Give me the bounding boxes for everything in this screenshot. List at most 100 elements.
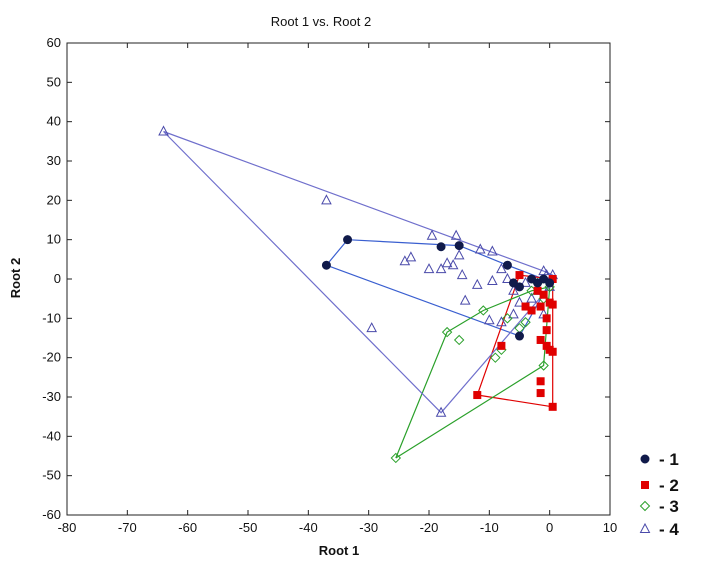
- y-tick-label: -30: [42, 389, 61, 404]
- x-tick-label: 10: [603, 520, 617, 535]
- x-tick-label: -60: [178, 520, 197, 535]
- data-point: [478, 305, 489, 316]
- data-point: [548, 402, 557, 411]
- data-point: [496, 263, 507, 274]
- data-point: [158, 125, 169, 136]
- data-point: [471, 278, 483, 289]
- x-tick-label: -10: [480, 520, 499, 535]
- data-point: [542, 314, 551, 323]
- data-point: [447, 259, 459, 270]
- x-tick-label: 0: [546, 520, 553, 535]
- y-tick-label: 20: [47, 192, 61, 207]
- x-tick-label: -40: [299, 520, 318, 535]
- data-point: [536, 302, 545, 311]
- data-point: [515, 331, 524, 341]
- data-point: [502, 313, 513, 324]
- legend-label: - 4: [659, 520, 679, 539]
- data-point: [502, 272, 513, 283]
- data-point: [441, 257, 453, 268]
- data-point: [548, 275, 557, 283]
- data-point: [490, 352, 501, 363]
- data-point: [533, 286, 542, 295]
- y-tick-label: -50: [42, 468, 61, 483]
- y-axis: -60 -50 -40 -30 -20 -10 0 10 20 30 40 50 60: [42, 35, 610, 522]
- data-point: [508, 308, 519, 319]
- data-point: [515, 282, 524, 292]
- data-point: [548, 300, 557, 309]
- data-point: [321, 260, 331, 270]
- x-tick-label: -50: [239, 520, 258, 535]
- data-point: [536, 335, 545, 344]
- y-tick-label: 0: [54, 271, 61, 286]
- data-point: [435, 263, 447, 274]
- data-point: [390, 452, 402, 464]
- data-point: [545, 278, 555, 288]
- data-point: [521, 302, 530, 311]
- legend-marker: [639, 522, 651, 533]
- y-tick-label: -20: [42, 350, 61, 365]
- legend-marker: [641, 481, 649, 489]
- hull-line: [325, 239, 551, 337]
- data-point: [497, 341, 506, 350]
- x-tick-label: -80: [58, 520, 77, 535]
- data-point: [343, 235, 353, 245]
- data-point: [527, 306, 536, 315]
- x-tick-label: -20: [420, 520, 439, 535]
- data-point: [484, 314, 495, 325]
- y-tick-label: 40: [47, 114, 61, 129]
- data-point: [548, 347, 557, 356]
- y-tick-label: 10: [47, 232, 61, 247]
- legend-marker: [640, 454, 650, 464]
- data-point: [441, 326, 453, 338]
- data-point: [536, 377, 545, 386]
- data-point: [538, 360, 549, 371]
- data-point: [508, 284, 519, 295]
- y-axis-label: Root 2: [8, 258, 23, 298]
- data-point: [539, 290, 548, 299]
- legend-label: - 3: [659, 497, 679, 516]
- data-point: [515, 271, 524, 280]
- data-point: [520, 317, 531, 328]
- legend-label: - 2: [659, 476, 679, 495]
- data-point: [423, 263, 435, 274]
- data-point: [456, 268, 468, 280]
- legend: - 1 - 2 - 3 - 4: [639, 450, 679, 539]
- legend-label: - 1: [659, 450, 679, 469]
- x-tick-label: -30: [359, 520, 378, 535]
- data-point: [473, 391, 482, 400]
- x-tick-label: -70: [118, 520, 137, 535]
- y-tick-label: 50: [47, 74, 61, 89]
- y-tick-label: -10: [42, 310, 61, 325]
- x-axis-label: Root 1: [319, 543, 359, 558]
- points: [158, 125, 559, 464]
- data-point: [426, 229, 438, 240]
- hull-line: [395, 286, 551, 459]
- data-point: [435, 406, 447, 417]
- data-point: [520, 276, 531, 287]
- data-point: [514, 296, 525, 307]
- data-point: [542, 326, 551, 335]
- chart-title: Root 1 vs. Root 2: [271, 14, 371, 29]
- y-tick-label: -60: [42, 507, 61, 522]
- data-point: [487, 245, 498, 256]
- data-point: [454, 241, 464, 251]
- data-point: [487, 274, 498, 285]
- data-point: [366, 322, 378, 333]
- legend-marker: [639, 500, 651, 512]
- data-point: [526, 292, 537, 303]
- data-point: [321, 194, 332, 205]
- data-point: [405, 251, 417, 262]
- data-point: [453, 334, 465, 346]
- y-tick-label: 30: [47, 153, 61, 168]
- data-point: [474, 243, 486, 254]
- x-axis: -80 -70 -60 -50 -40 -30 -20 -10 0 10: [58, 43, 617, 535]
- y-tick-label: -40: [42, 428, 61, 443]
- y-tick-label: 60: [47, 35, 61, 50]
- data-point: [536, 389, 545, 398]
- data-point: [496, 316, 507, 327]
- data-point: [459, 294, 471, 305]
- data-point: [436, 242, 446, 252]
- data-point: [453, 249, 465, 260]
- data-point: [502, 260, 512, 270]
